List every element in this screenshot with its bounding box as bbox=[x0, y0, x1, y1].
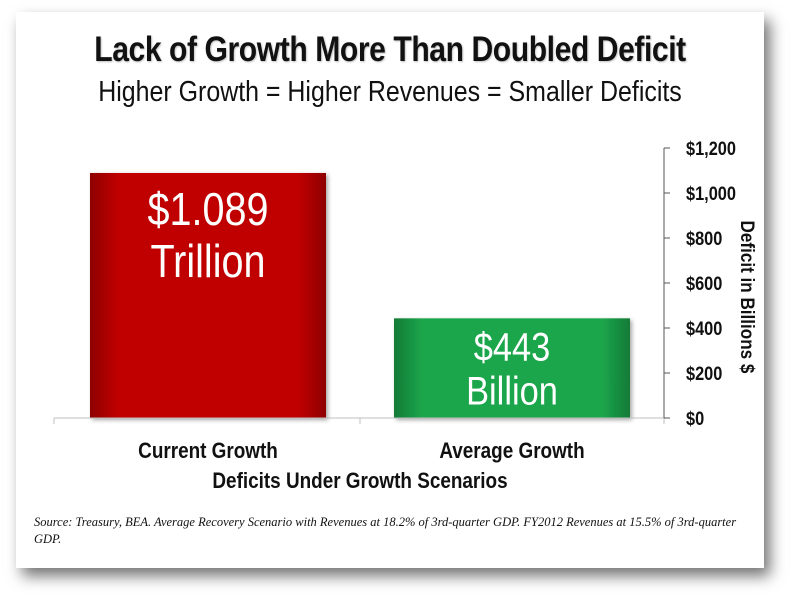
y-tick-label: $800 bbox=[686, 228, 722, 249]
y-axis-title: Deficit in Billions $ bbox=[737, 221, 758, 374]
y-tick-label: $200 bbox=[686, 363, 722, 384]
y-tick-label: $400 bbox=[686, 318, 722, 339]
bar-average-growth bbox=[394, 318, 630, 418]
y-tick-label: $1,200 bbox=[686, 138, 736, 159]
source-note: Source: Treasury, BEA. Average Recovery … bbox=[34, 515, 737, 546]
x-tick-label: Average Growth bbox=[439, 439, 584, 464]
bar-data-label: $1.089 bbox=[148, 184, 269, 235]
bar-data-label: $443 bbox=[474, 324, 551, 369]
x-axis-title: Deficits Under Growth Scenarios bbox=[212, 469, 507, 494]
bar-data-label: Billion bbox=[466, 368, 558, 413]
chart-title: Lack of Growth More Than Doubled Deficit bbox=[94, 30, 686, 69]
bar-current-growth bbox=[90, 172, 326, 418]
bars-layer bbox=[90, 172, 630, 418]
x-tick-label: Current Growth bbox=[138, 439, 278, 464]
y-tick-label: $1,000 bbox=[686, 183, 736, 204]
y-tick-label: $600 bbox=[686, 273, 722, 294]
axis-layer bbox=[53, 147, 670, 424]
bar-data-label: Trillion bbox=[150, 236, 265, 287]
chart-subtitle: Higher Growth = Higher Revenues = Smalle… bbox=[98, 76, 682, 108]
slide: Lack of Growth More Than Doubled Deficit… bbox=[16, 12, 764, 568]
y-tick-label: $0 bbox=[686, 408, 704, 429]
